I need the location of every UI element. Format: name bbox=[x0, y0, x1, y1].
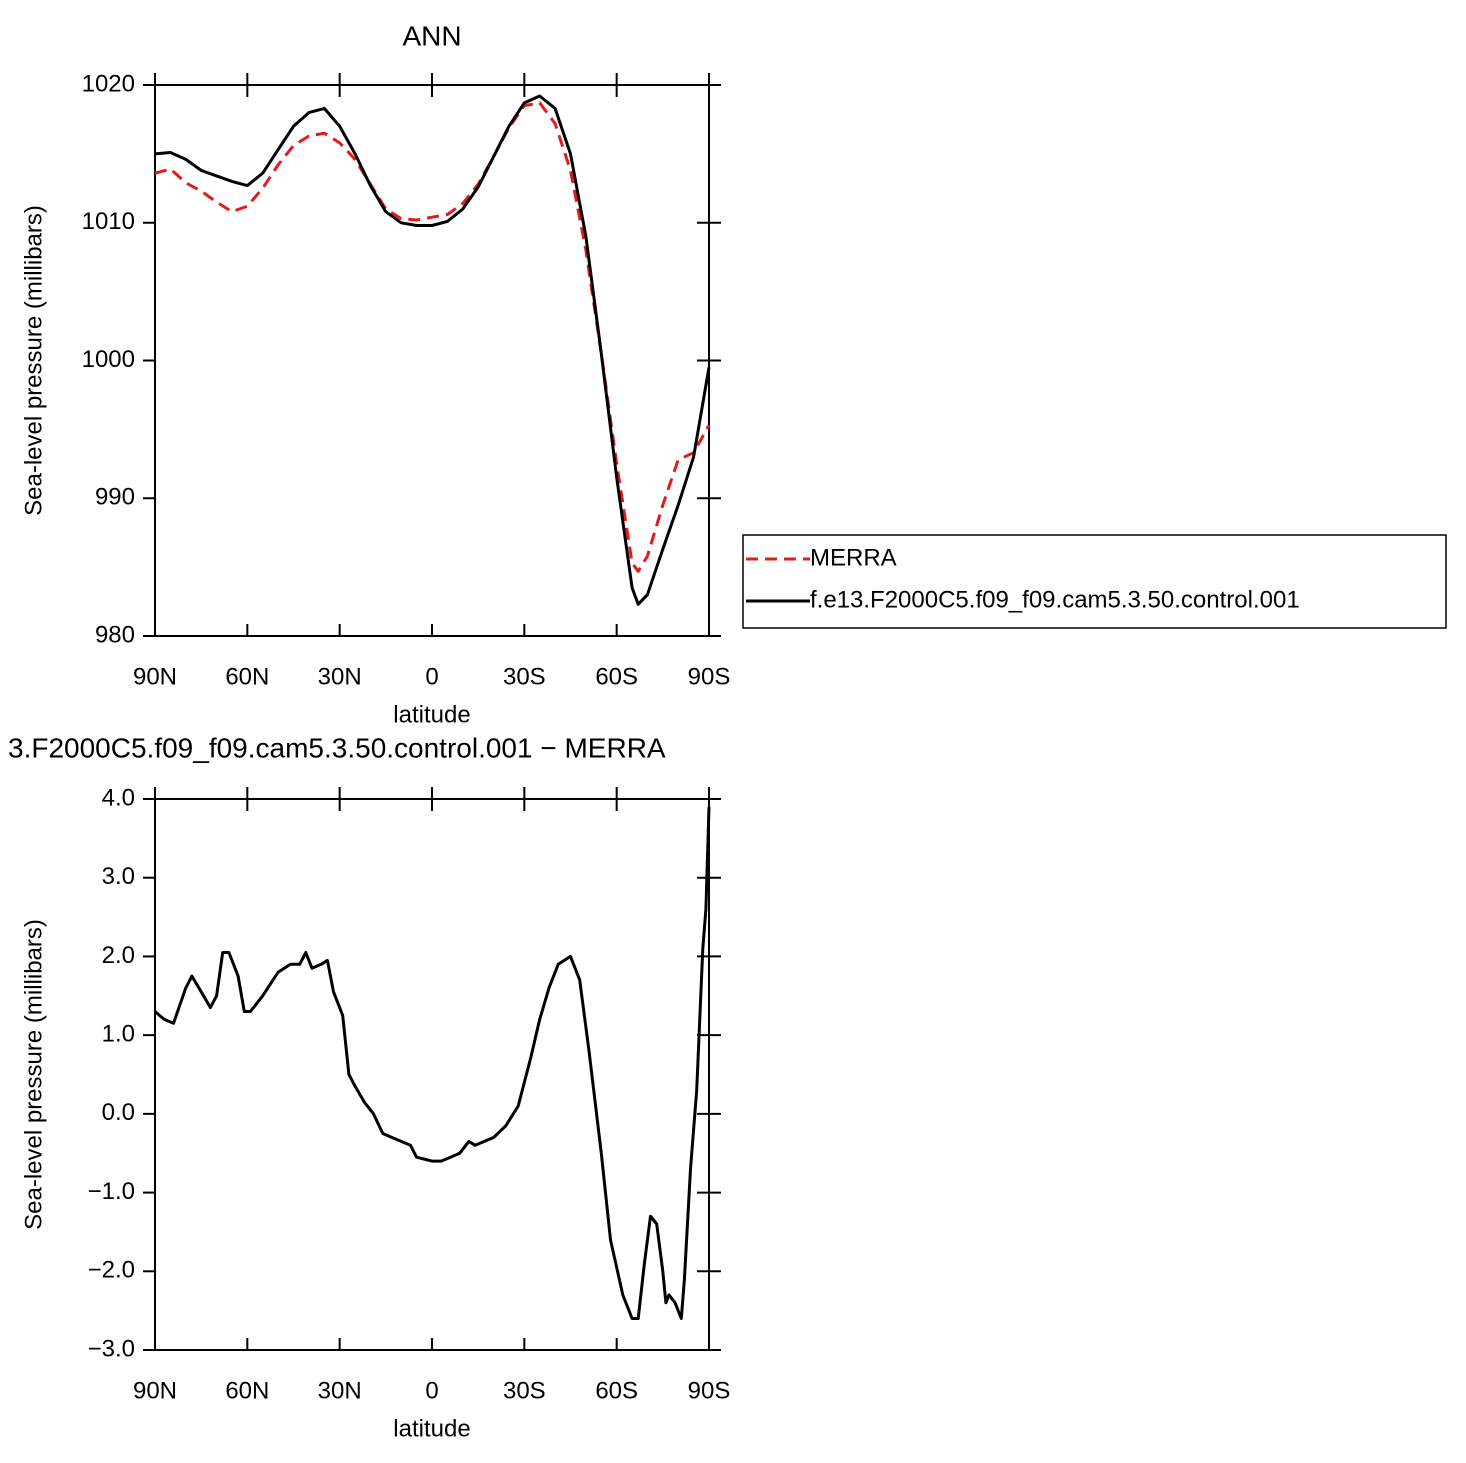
y-tick-label: 1000 bbox=[82, 346, 135, 373]
y-tick-label: −2.0 bbox=[88, 1257, 135, 1284]
y-tick-label: 1020 bbox=[82, 70, 135, 97]
y-tick-label: 3.0 bbox=[102, 863, 135, 890]
x-tick-label: 0 bbox=[425, 663, 438, 690]
x-tick-label: 90S bbox=[688, 1377, 731, 1404]
chart-title: 3.F2000C5.f09_f09.cam5.3.50.control.001 … bbox=[8, 732, 666, 763]
x-tick-label: 60S bbox=[595, 1377, 638, 1404]
x-tick-label: 90N bbox=[133, 1377, 177, 1404]
legend-box bbox=[742, 534, 1447, 629]
plot-frame bbox=[154, 798, 710, 1351]
y-axis-label: Sea-level pressure (millibars) bbox=[20, 205, 47, 516]
data-line bbox=[154, 94, 711, 606]
y-tick-label: 0.0 bbox=[102, 1099, 135, 1126]
legend-label: f.e13.F2000C5.f09_f09.cam5.3.50.control.… bbox=[810, 586, 1300, 613]
y-tick-label: 1.0 bbox=[102, 1020, 135, 1047]
y-tick-label: −3.0 bbox=[88, 1335, 135, 1362]
y-axis-label: Sea-level pressure (millibars) bbox=[20, 919, 47, 1230]
x-tick-label: 30S bbox=[503, 1377, 546, 1404]
x-tick-label: 30N bbox=[318, 663, 362, 690]
x-tick-label: 90S bbox=[688, 663, 731, 690]
data-line bbox=[154, 806, 711, 1320]
x-axis-label: latitude bbox=[393, 1415, 470, 1442]
chart-title: ANN bbox=[402, 20, 461, 51]
y-tick-label: −1.0 bbox=[88, 1178, 135, 1205]
x-tick-label: 90N bbox=[133, 663, 177, 690]
data-line bbox=[154, 101, 711, 573]
y-tick-label: 4.0 bbox=[102, 784, 135, 811]
x-tick-label: 0 bbox=[425, 1377, 438, 1404]
plot-frame bbox=[154, 84, 710, 637]
x-tick-label: 30S bbox=[503, 663, 546, 690]
x-tick-label: 30N bbox=[318, 1377, 362, 1404]
y-tick-label: 1010 bbox=[82, 208, 135, 235]
x-axis-label: latitude bbox=[393, 701, 470, 728]
y-tick-label: 2.0 bbox=[102, 942, 135, 969]
y-tick-label: 980 bbox=[95, 621, 135, 648]
x-tick-label: 60S bbox=[595, 663, 638, 690]
y-tick-label: 990 bbox=[95, 484, 135, 511]
x-tick-label: 60N bbox=[225, 663, 269, 690]
x-tick-label: 60N bbox=[225, 1377, 269, 1404]
legend-label: MERRA bbox=[810, 544, 897, 571]
